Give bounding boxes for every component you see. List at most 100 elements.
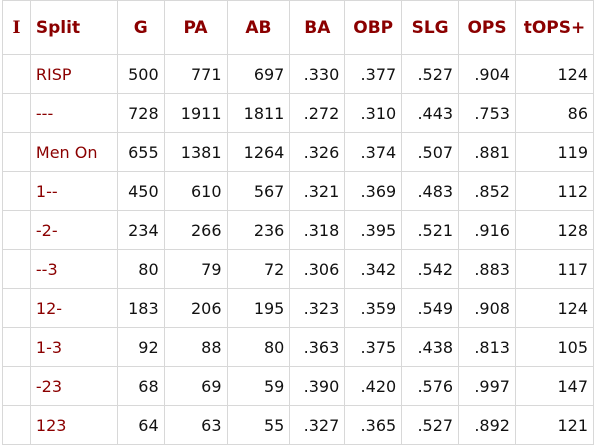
empty-cell bbox=[2, 210, 31, 250]
stat-cell: .342 bbox=[344, 249, 403, 289]
stat-cell: 68 bbox=[116, 366, 165, 406]
stat-cell: 80 bbox=[116, 249, 165, 289]
stat-cell: 64 bbox=[116, 405, 165, 445]
stat-cell: .272 bbox=[289, 93, 346, 133]
split-name: 1-3 bbox=[29, 327, 118, 367]
stat-cell: 117 bbox=[514, 249, 595, 289]
stat-cell: .318 bbox=[289, 210, 346, 250]
stat-cell: .443 bbox=[401, 93, 460, 133]
stat-cell: 72 bbox=[226, 249, 291, 289]
stat-cell: .521 bbox=[401, 210, 460, 250]
stat-cell: 119 bbox=[514, 132, 595, 172]
stat-cell: 567 bbox=[226, 171, 291, 211]
empty-cell bbox=[2, 93, 31, 133]
stat-cell: .892 bbox=[458, 405, 516, 445]
split-name: RISP bbox=[29, 54, 118, 94]
stat-cell: 236 bbox=[226, 210, 291, 250]
stat-cell: 86 bbox=[514, 93, 595, 133]
stat-cell: 1811 bbox=[226, 93, 291, 133]
stat-cell: .375 bbox=[344, 327, 403, 367]
empty-cell bbox=[2, 327, 31, 367]
stat-cell: .997 bbox=[458, 366, 516, 406]
stat-cell: 206 bbox=[163, 288, 228, 328]
stat-cell: .363 bbox=[289, 327, 346, 367]
split-name: Men On bbox=[29, 132, 118, 172]
empty-cell bbox=[2, 249, 31, 289]
table-row: -2- 234 266 236.318.395.521.916 128 bbox=[2, 210, 595, 250]
table-header: I Split G PA AB BA OBP SLG OPS tOPS+ bbox=[2, 0, 595, 55]
stat-cell: 59 bbox=[226, 366, 291, 406]
stat-cell: 771 bbox=[163, 54, 228, 94]
empty-cell bbox=[2, 132, 31, 172]
empty-cell bbox=[2, 288, 31, 328]
stat-cell: .377 bbox=[344, 54, 403, 94]
stat-cell: .359 bbox=[344, 288, 403, 328]
table-body: RISP 500 771 697.330.377.527.904 124 --- 728 19… bbox=[2, 54, 595, 445]
column-header: OPS bbox=[458, 0, 516, 55]
stat-cell: 1381 bbox=[163, 132, 228, 172]
stat-cell: 195 bbox=[226, 288, 291, 328]
stat-cell: .527 bbox=[401, 405, 460, 445]
stat-cell: .904 bbox=[458, 54, 516, 94]
stat-cell: 1264 bbox=[226, 132, 291, 172]
stat-cell: .542 bbox=[401, 249, 460, 289]
empty-cell bbox=[2, 405, 31, 445]
stat-cell: 266 bbox=[163, 210, 228, 250]
stat-cell: 55 bbox=[226, 405, 291, 445]
stat-cell: .365 bbox=[344, 405, 403, 445]
stat-cell: .323 bbox=[289, 288, 346, 328]
column-header: G bbox=[116, 0, 165, 55]
table-row: -23 68 69 59.390.420.576.997 147 bbox=[2, 366, 595, 406]
table-row: 1-- 450 610 567.321.369.483.852 112 bbox=[2, 171, 595, 211]
stat-cell: .576 bbox=[401, 366, 460, 406]
column-header: tOPS+ bbox=[514, 0, 595, 55]
table-row: 1-3 92 88 80.363.375.438.813 105 bbox=[2, 327, 595, 367]
stat-cell: 728 bbox=[116, 93, 165, 133]
stat-cell: .306 bbox=[289, 249, 346, 289]
column-header: Split bbox=[29, 0, 118, 55]
column-header: I bbox=[2, 0, 31, 55]
header-row: I Split G PA AB BA OBP SLG OPS tOPS+ bbox=[2, 0, 595, 55]
stat-cell: 105 bbox=[514, 327, 595, 367]
stat-cell: 69 bbox=[163, 366, 228, 406]
stat-cell: 63 bbox=[163, 405, 228, 445]
stat-cell: .390 bbox=[289, 366, 346, 406]
stat-cell: .916 bbox=[458, 210, 516, 250]
table-row: RISP 500 771 697.330.377.527.904 124 bbox=[2, 54, 595, 94]
stat-cell: 450 bbox=[116, 171, 165, 211]
split-name: --- bbox=[29, 93, 118, 133]
stat-cell: .527 bbox=[401, 54, 460, 94]
stat-cell: .483 bbox=[401, 171, 460, 211]
stat-cell: .310 bbox=[344, 93, 403, 133]
stat-cell: .852 bbox=[458, 171, 516, 211]
stat-cell: .908 bbox=[458, 288, 516, 328]
column-header: SLG bbox=[401, 0, 460, 55]
column-header: AB bbox=[226, 0, 291, 55]
stat-cell: 234 bbox=[116, 210, 165, 250]
split-name: 1-- bbox=[29, 171, 118, 211]
stat-cell: .369 bbox=[344, 171, 403, 211]
table-row: --3 80 79 72.306.342.542.883 117 bbox=[2, 249, 595, 289]
stat-cell: .883 bbox=[458, 249, 516, 289]
stat-cell: 124 bbox=[514, 54, 595, 94]
stat-cell: .395 bbox=[344, 210, 403, 250]
stat-cell: .438 bbox=[401, 327, 460, 367]
split-name: -2- bbox=[29, 210, 118, 250]
split-name: --3 bbox=[29, 249, 118, 289]
empty-cell bbox=[2, 54, 31, 94]
empty-cell bbox=[2, 366, 31, 406]
empty-cell bbox=[2, 171, 31, 211]
stat-cell: .420 bbox=[344, 366, 403, 406]
column-header: BA bbox=[289, 0, 346, 55]
stat-cell: .549 bbox=[401, 288, 460, 328]
table-row: --- 728 1911 1811.272.310.443.753 86 bbox=[2, 93, 595, 133]
stat-cell: 183 bbox=[116, 288, 165, 328]
stat-cell: .753 bbox=[458, 93, 516, 133]
split-name: -23 bbox=[29, 366, 118, 406]
stat-cell: 697 bbox=[226, 54, 291, 94]
stat-cell: 121 bbox=[514, 405, 595, 445]
table-row: Men On 655 1381 1264.326.374.507.881 119 bbox=[2, 132, 595, 172]
stat-cell: .330 bbox=[289, 54, 346, 94]
